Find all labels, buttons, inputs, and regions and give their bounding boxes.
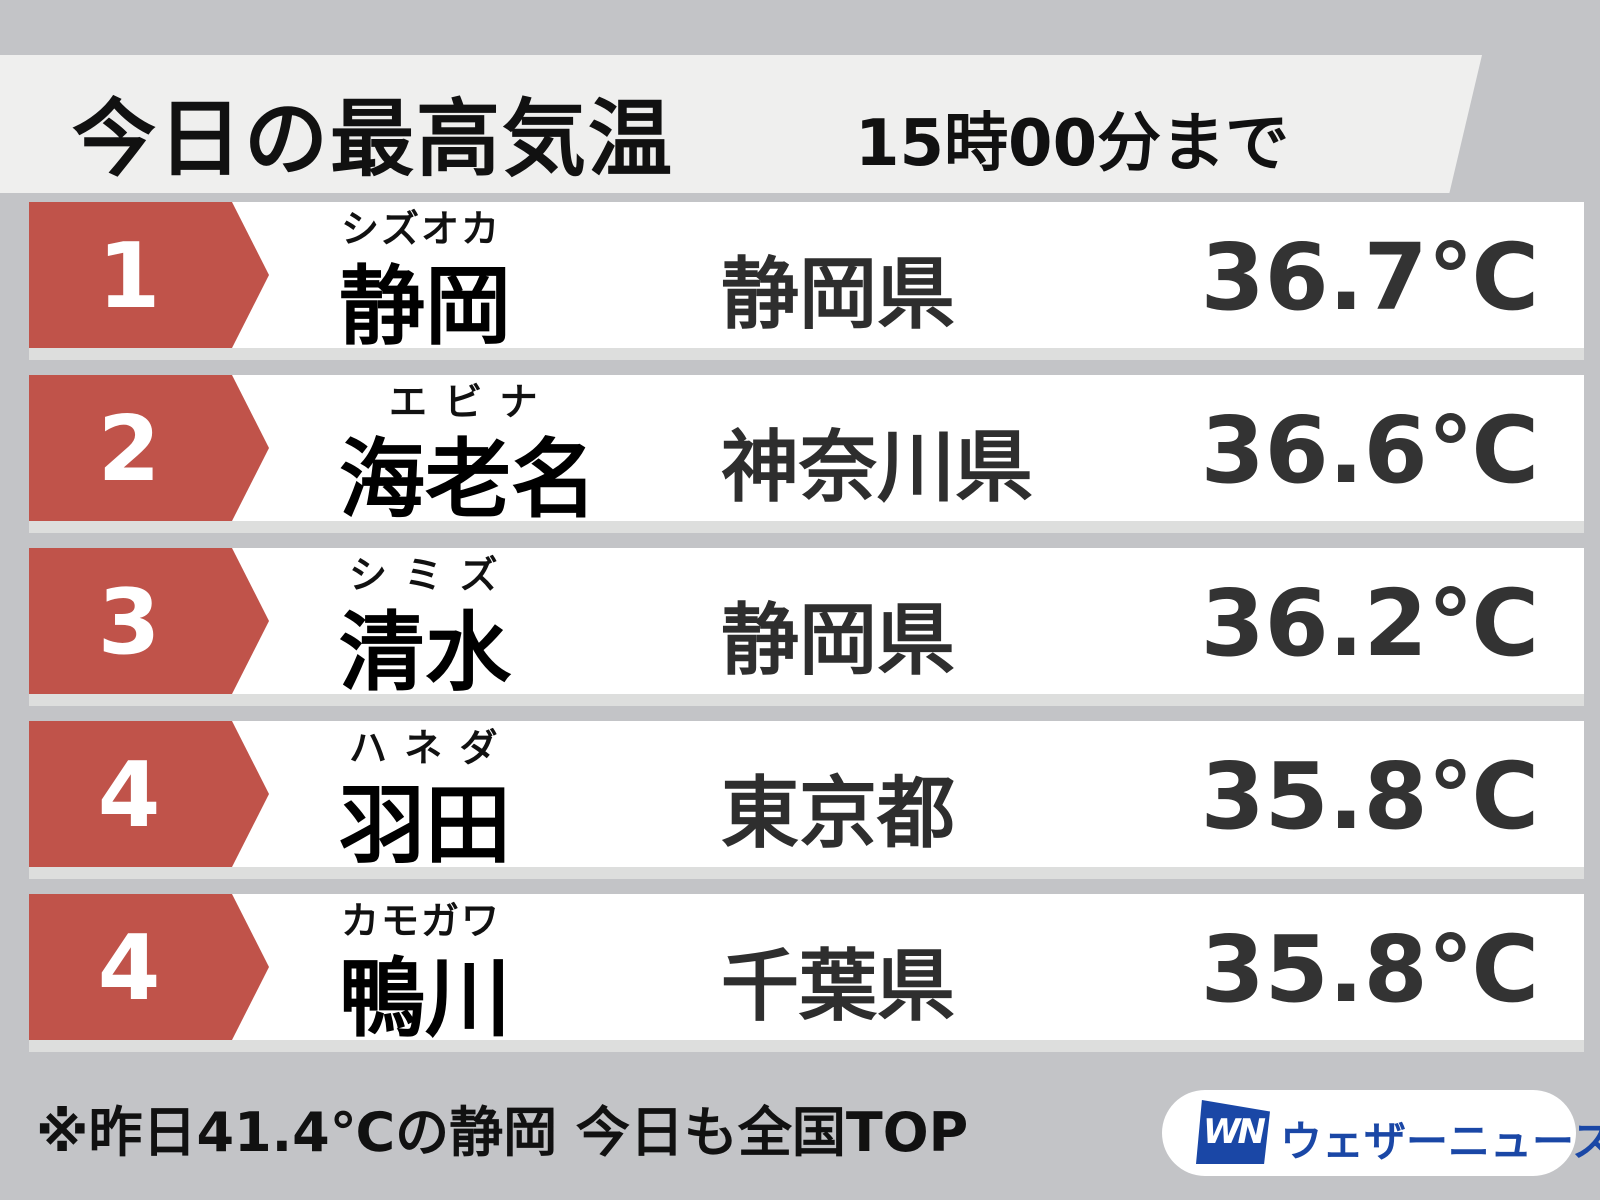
ranking-row: 4 ハ ネ ダ 羽田 東京都 35.8℃	[29, 721, 1584, 879]
reading-ruby: シズオカ	[341, 207, 502, 251]
reading-ruby: エ ビ ナ	[389, 380, 540, 424]
wn-logo-icon: WN	[1196, 1100, 1270, 1164]
prefecture: 千葉県	[721, 942, 956, 1032]
temperature: 35.8℃	[1200, 743, 1539, 850]
rank-number: 3	[97, 570, 161, 675]
header-band	[0, 55, 1482, 193]
temperature: 36.2℃	[1200, 570, 1539, 677]
rank-badge: 3	[29, 548, 269, 694]
station-name: 羽田	[339, 776, 511, 876]
ranking-row: 2 エ ビ ナ 海老名 神奈川県 36.6℃	[29, 375, 1584, 533]
rank-number: 1	[97, 224, 161, 329]
page-subtitle: 15時00分まで	[855, 107, 1290, 181]
rank-number: 4	[97, 743, 161, 848]
footnote: ※昨日41.4℃の静岡 今日も全国TOP	[36, 1101, 969, 1164]
page-title: 今日の最高気温	[72, 90, 675, 188]
temperature: 36.6℃	[1200, 397, 1539, 504]
prefecture: 東京都	[721, 769, 956, 859]
temperature: 35.8℃	[1200, 916, 1539, 1023]
reading-ruby: カモガワ	[341, 899, 502, 943]
ranking-row: 4 カモガワ 鴨川 千葉県 35.8℃	[29, 894, 1584, 1052]
weathernews-logo: WN ウェザーニュース	[1162, 1090, 1600, 1176]
rank-badge: 1	[29, 202, 269, 348]
station-name: 鴨川	[339, 949, 511, 1049]
rank-badge: 2	[29, 375, 269, 521]
brand-name: ウェザーニュース	[1280, 1117, 1600, 1166]
reading-ruby: シ ミ ズ	[349, 553, 500, 597]
rank-badge: 4	[29, 894, 269, 1040]
temperature: 36.7℃	[1200, 224, 1539, 331]
rank-badge: 4	[29, 721, 269, 867]
station-name: 静岡	[339, 257, 511, 357]
prefecture: 静岡県	[721, 250, 956, 340]
station-name: 清水	[339, 603, 511, 703]
rank-number: 4	[97, 916, 161, 1021]
prefecture: 神奈川県	[721, 423, 1034, 513]
reading-ruby: ハ ネ ダ	[349, 726, 500, 770]
ranking-row: 1 シズオカ 静岡 静岡県 36.7℃	[29, 202, 1584, 360]
rank-number: 2	[97, 397, 161, 502]
prefecture: 静岡県	[721, 596, 956, 686]
ranking-row: 3 シ ミ ズ 清水 静岡県 36.2℃	[29, 548, 1584, 706]
station-name: 海老名	[339, 430, 597, 530]
